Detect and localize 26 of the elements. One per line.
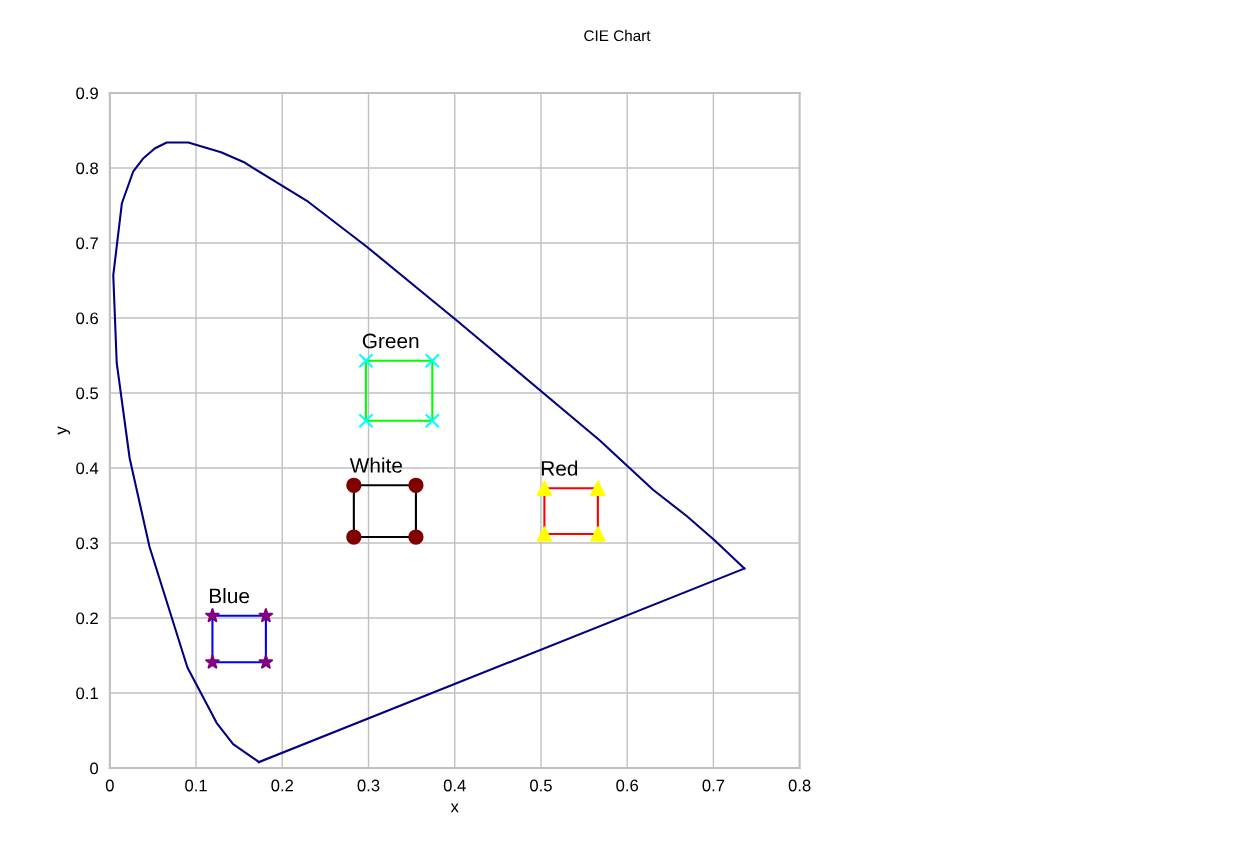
y-tick-label: 0.8: [76, 162, 98, 175]
x-tick-label: 0.5: [530, 779, 552, 792]
series-label: Green: [362, 333, 419, 349]
y-tick-label: 0.1: [76, 687, 98, 700]
x-tick-label: 0.1: [185, 779, 207, 792]
series-label: Blue: [209, 588, 250, 604]
x-tick-label: 0.8: [788, 779, 811, 792]
x-tick-label: 0.2: [271, 779, 294, 792]
y-tick-label: 0.7: [76, 237, 98, 250]
x-tick-label: 0.3: [357, 779, 380, 792]
x-tick-label: 0: [105, 779, 114, 792]
y-tick-label: 0.4: [76, 462, 99, 475]
y-tick-label: 0.2: [76, 612, 98, 625]
chart-title: CIE Chart: [584, 29, 651, 42]
y-tick-label: 0.6: [76, 312, 98, 325]
x-axis-title: x: [450, 803, 459, 813]
x-tick-label: 0.6: [616, 779, 639, 792]
y-tick-label: 0.3: [76, 537, 98, 550]
series-label: White: [349, 457, 403, 473]
x-tick-label: 0.4: [443, 779, 466, 792]
x-tick-label: 0.7: [702, 779, 725, 792]
y-tick-label: 0: [90, 762, 99, 775]
series-label: Red: [541, 460, 578, 476]
y-tick-label: 0.5: [76, 387, 99, 400]
y-axis-title: y: [57, 426, 70, 435]
y-tick-label: 0.9: [76, 87, 98, 100]
